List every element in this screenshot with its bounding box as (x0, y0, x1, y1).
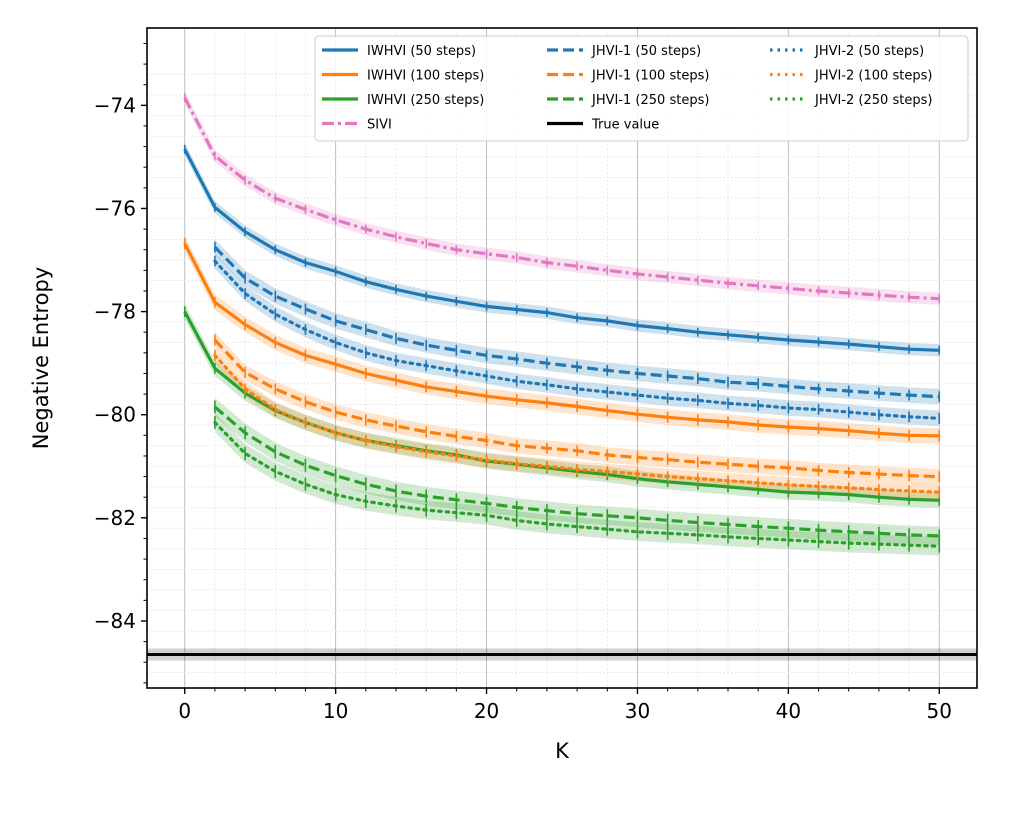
legend-label: JHVI-1 (250 steps) (591, 93, 709, 108)
line-iwhvi-100-steps (183, 242, 940, 438)
y-tick-label: −84 (94, 609, 136, 633)
legend-label: JHVI-1 (50 steps) (591, 44, 701, 59)
x-tick-label: 40 (776, 699, 801, 723)
band-sivi (184, 91, 940, 305)
x-tick-label: 50 (927, 699, 952, 723)
line-sivi (183, 96, 940, 301)
y-tick-label: −80 (94, 403, 136, 427)
legend-label: SIVI (367, 118, 392, 133)
legend-label: IWHVI (50 steps) (367, 44, 476, 59)
axis-ticks: 0 10 20 30 40 50 −84 −82 −80 −78 −76 −74 (94, 42, 952, 723)
band-iwhvi-100-steps (184, 235, 940, 444)
legend: IWHVI (50 steps) IWHVI (100 steps) IWHVI (… (314, 35, 969, 142)
legend-label: JHVI-1 (100 steps) (591, 69, 709, 84)
true-value-layer (147, 648, 977, 661)
legend-label: JHVI-2 (100 steps) (814, 69, 932, 84)
legend-label: True value (591, 118, 659, 133)
legend-label: JHVI-2 (250 steps) (814, 93, 932, 108)
y-tick-label: −74 (94, 93, 136, 117)
plot-frame (146, 27, 978, 689)
legend-label: IWHVI (100 steps) (367, 69, 484, 84)
y-tick-label: −82 (94, 506, 136, 530)
legend-frame (314, 35, 969, 142)
y-tick-label: −78 (94, 300, 136, 324)
x-axis-label: K (555, 739, 570, 763)
series-lines (183, 93, 941, 553)
line-iwhvi-50-steps (183, 148, 940, 352)
legend-label: IWHVI (250 steps) (367, 93, 484, 108)
y-tick-label: −76 (94, 196, 136, 220)
x-tick-label: 20 (474, 699, 499, 723)
x-tick-label: 30 (625, 699, 650, 723)
x-tick-label: 0 (178, 699, 191, 723)
y-axis-label: Negative Entropy (29, 267, 53, 450)
x-tick-label: 10 (323, 699, 348, 723)
legend-label: JHVI-2 (50 steps) (814, 44, 924, 59)
